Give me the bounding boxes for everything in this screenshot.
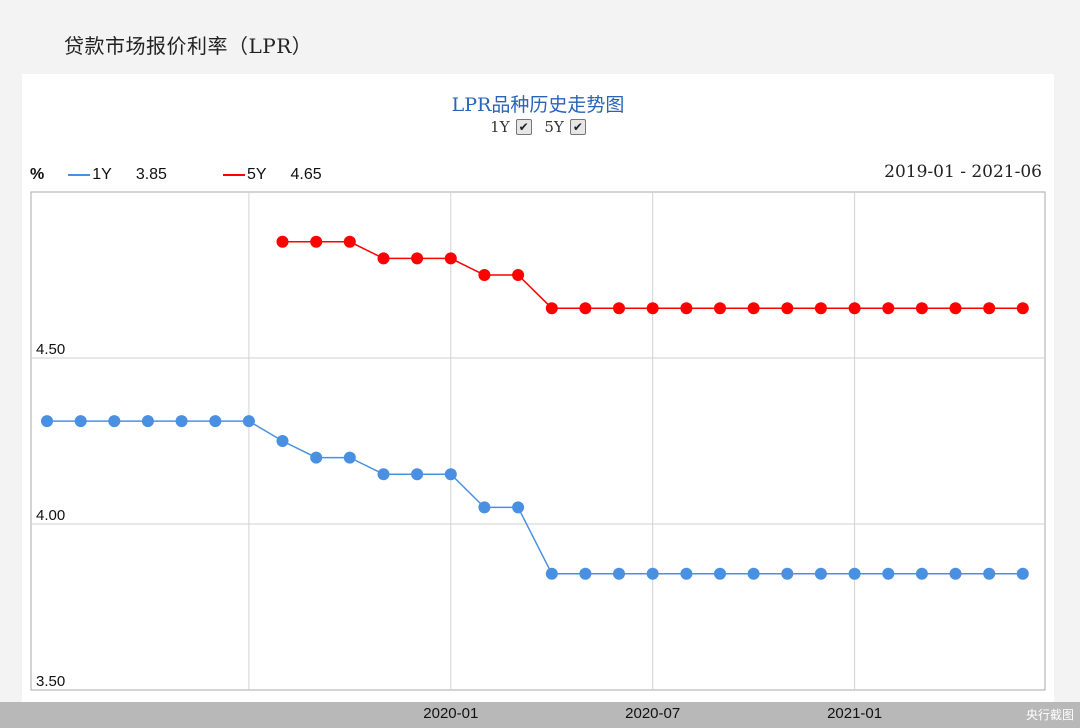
data-point-1y	[1016, 567, 1029, 580]
data-point-5y	[680, 302, 693, 315]
watermark: 央行截图	[1025, 708, 1074, 722]
chart-title: LPR品种历史走势图	[451, 94, 625, 116]
date-range: 2019-01 - 2021-06	[884, 162, 1042, 182]
series-line-1y	[47, 420, 1023, 575]
data-point-1y	[545, 567, 558, 580]
data-point-5y	[646, 302, 659, 315]
legend-value-5y: 4.65	[290, 166, 322, 183]
y-tick-label: 4.00	[36, 507, 65, 524]
data-point-1y	[276, 435, 289, 447]
data-point-5y	[983, 302, 996, 315]
checkbox-5y-icon[interactable]: ✔	[569, 119, 586, 135]
data-point-1y	[209, 415, 222, 428]
chart-panel: LPR品种历史走势图 1Y ✔ 5Y ✔ % 1Y 3.85 5Y 4.65	[22, 74, 1054, 728]
data-point-1y	[512, 501, 525, 514]
legend-swatch-5y	[222, 174, 245, 176]
data-point-5y	[411, 252, 424, 265]
data-point-1y	[680, 567, 693, 580]
plot-frame	[30, 191, 1046, 691]
data-point-5y	[613, 302, 625, 315]
y-tick-label: 4.50	[36, 341, 65, 358]
toggle-1y[interactable]: 1Y ✔	[490, 118, 532, 136]
checkbox-1y-icon[interactable]: ✔	[515, 119, 532, 135]
data-point-5y	[714, 302, 726, 315]
legend-entry-1y: 1Y 3.85	[68, 166, 167, 184]
data-point-1y	[478, 501, 491, 514]
legend-entry-5y: 5Y 4.65	[222, 166, 322, 184]
data-point-5y	[848, 302, 861, 315]
data-point-1y	[141, 415, 154, 428]
data-point-5y	[276, 235, 289, 248]
x-tick-label: 2021-01	[827, 705, 882, 722]
toggle-1y-label: 1Y	[490, 118, 510, 136]
data-point-5y	[478, 269, 491, 281]
data-point-1y	[915, 567, 928, 580]
data-point-1y	[108, 415, 121, 428]
data-point-5y	[512, 269, 525, 281]
data-point-5y	[915, 302, 928, 315]
data-point-5y	[882, 302, 895, 315]
data-point-1y	[949, 567, 962, 580]
data-point-5y	[747, 302, 760, 315]
data-point-1y	[613, 567, 625, 580]
data-point-1y	[848, 567, 861, 580]
legend-value-1y: 3.85	[135, 166, 167, 183]
y-unit-label: %	[30, 166, 45, 183]
page-title: 贷款市场报价利率（LPR）	[64, 34, 313, 58]
data-point-1y	[74, 415, 87, 428]
data-point-1y	[814, 567, 827, 580]
data-point-5y	[579, 302, 592, 315]
data-point-1y	[579, 567, 592, 580]
data-point-5y	[444, 252, 457, 265]
series-toggles: 1Y ✔ 5Y ✔	[22, 118, 1054, 136]
x-tick-label: 2020-01	[423, 705, 478, 722]
data-point-1y	[781, 567, 794, 580]
data-point-1y	[444, 468, 457, 481]
data-point-1y	[882, 567, 895, 580]
data-point-5y	[949, 302, 962, 315]
data-point-1y	[411, 468, 424, 481]
data-point-1y	[747, 567, 760, 580]
data-point-1y	[41, 415, 53, 428]
data-point-1y	[646, 567, 659, 580]
data-point-5y	[377, 252, 390, 265]
data-point-1y	[175, 415, 188, 428]
toggle-5y-label: 5Y	[544, 118, 564, 136]
legend: % 1Y 3.85 5Y 4.65	[30, 166, 378, 184]
data-point-1y	[714, 567, 726, 580]
data-point-1y	[310, 451, 323, 464]
data-point-1y	[377, 468, 390, 481]
y-tick-label: 3.50	[36, 673, 65, 690]
legend-name-1y: 1Y	[92, 166, 112, 183]
data-point-5y	[545, 302, 558, 315]
x-axis-bar	[0, 702, 1080, 728]
data-point-1y	[983, 567, 996, 580]
data-point-1y	[242, 415, 255, 428]
data-point-5y	[814, 302, 827, 315]
data-point-1y	[343, 451, 356, 464]
data-point-5y	[781, 302, 794, 315]
legend-name-5y: 5Y	[246, 166, 267, 183]
legend-swatch-1y	[68, 174, 91, 176]
data-point-5y	[310, 235, 323, 248]
x-tick-label: 2020-07	[625, 705, 680, 722]
data-point-5y	[343, 235, 356, 248]
toggle-5y[interactable]: 5Y ✔	[544, 118, 586, 136]
data-point-5y	[1016, 302, 1029, 315]
